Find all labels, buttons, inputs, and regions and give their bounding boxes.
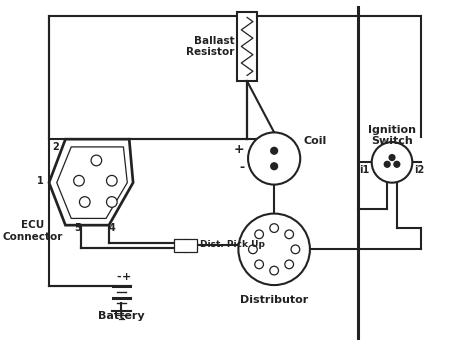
Text: Dist. Pick Up: Dist. Pick Up [200, 240, 265, 249]
Circle shape [74, 175, 84, 186]
Circle shape [285, 230, 293, 239]
Circle shape [255, 230, 263, 239]
Text: +: + [234, 143, 244, 156]
Text: 1: 1 [37, 176, 44, 186]
Circle shape [271, 163, 278, 170]
Circle shape [107, 175, 117, 186]
Circle shape [270, 266, 279, 275]
Circle shape [291, 245, 300, 254]
Text: 5: 5 [75, 223, 81, 233]
Text: -: - [116, 272, 121, 282]
Text: +: + [122, 272, 131, 282]
Text: Ignition
Switch: Ignition Switch [368, 125, 416, 146]
Circle shape [80, 197, 90, 207]
Circle shape [384, 161, 390, 167]
Text: Ballast
Resistor: Ballast Resistor [186, 36, 234, 57]
Circle shape [394, 161, 400, 167]
Circle shape [248, 245, 257, 254]
Circle shape [255, 260, 263, 269]
Circle shape [91, 155, 102, 166]
Text: 4: 4 [108, 223, 115, 233]
Circle shape [271, 147, 278, 154]
Circle shape [248, 133, 300, 185]
Circle shape [107, 197, 117, 207]
Circle shape [238, 213, 310, 285]
Bar [238, 12, 257, 81]
Text: 2: 2 [52, 142, 59, 152]
Text: i1: i1 [360, 165, 370, 175]
Text: Distributor: Distributor [240, 295, 308, 305]
Text: -: - [239, 161, 244, 174]
Text: ECU
Connector: ECU Connector [2, 220, 63, 242]
Text: i2: i2 [414, 165, 424, 175]
Circle shape [270, 224, 279, 233]
Text: Coil: Coil [303, 136, 326, 146]
Polygon shape [49, 139, 133, 225]
Bar [174, 239, 197, 252]
Circle shape [285, 260, 293, 269]
Circle shape [372, 142, 412, 183]
Text: Battery: Battery [98, 311, 145, 321]
Circle shape [389, 155, 395, 161]
